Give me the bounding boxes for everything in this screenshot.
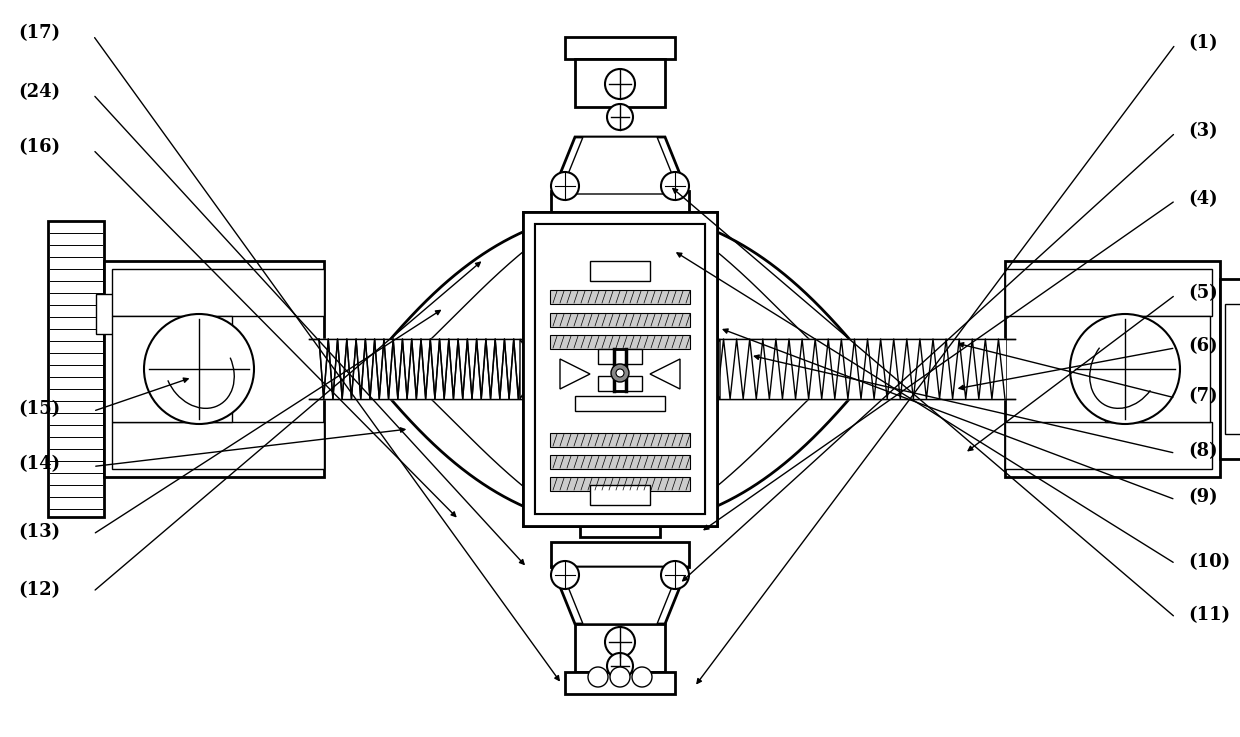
Circle shape [551,172,579,200]
Circle shape [144,314,254,424]
Text: (9): (9) [1188,489,1218,506]
Bar [551,290,689,304]
Bar [523,212,717,526]
Bar [95,294,126,334]
Bar [523,212,717,526]
Text: (1): (1) [1188,34,1218,52]
Circle shape [551,561,579,589]
Circle shape [608,653,632,679]
Polygon shape [520,339,538,399]
Bar [1004,261,1220,477]
Circle shape [616,369,624,377]
Bar [1220,279,1240,459]
Polygon shape [552,137,688,194]
Circle shape [661,561,689,589]
Text: (5): (5) [1188,284,1218,301]
Circle shape [1070,314,1180,424]
Bar [551,433,689,447]
Bar [575,624,665,672]
Text: (8): (8) [1188,442,1218,460]
Polygon shape [560,359,590,389]
Bar [551,542,689,567]
Text: (15): (15) [19,400,61,418]
Bar [565,37,675,59]
Polygon shape [560,137,680,194]
Circle shape [605,627,635,657]
Bar [580,517,660,537]
Bar [1105,316,1210,422]
Bar [565,672,675,694]
Text: (10): (10) [1188,553,1230,570]
Bar [598,349,642,364]
Bar [551,191,689,216]
Circle shape [605,69,635,99]
Bar [551,335,689,349]
Bar [112,422,324,469]
Bar [575,59,665,107]
Circle shape [632,667,652,687]
Bar [575,396,665,411]
Bar [590,261,650,281]
Bar [1004,269,1211,316]
Text: (4): (4) [1188,190,1218,208]
Text: (16): (16) [19,139,61,156]
Text: (12): (12) [19,581,61,598]
Circle shape [661,172,689,200]
Bar [1225,304,1240,434]
Text: (7): (7) [1188,388,1218,405]
Text: (13): (13) [19,523,61,541]
Polygon shape [552,567,688,624]
Bar [534,224,706,514]
Polygon shape [702,339,720,399]
Bar [580,221,660,241]
Polygon shape [650,359,680,389]
Bar [104,261,324,477]
Text: (3): (3) [1188,122,1218,140]
Bar [523,212,717,526]
Bar [112,269,324,316]
Circle shape [610,667,630,687]
Bar [551,455,689,469]
Bar [598,376,642,391]
Text: (14): (14) [19,455,61,473]
Polygon shape [560,567,680,624]
Text: (11): (11) [1188,607,1230,624]
Text: (6): (6) [1188,338,1218,355]
Bar [1004,422,1211,469]
Text: (24): (24) [19,83,61,101]
Bar [551,477,689,491]
Circle shape [588,667,608,687]
Bar [551,313,689,327]
Bar [112,316,232,422]
Bar [48,221,104,517]
Text: (17): (17) [19,24,61,42]
Circle shape [611,364,629,382]
Bar [590,485,650,505]
Circle shape [608,104,632,130]
Bar [534,224,706,514]
